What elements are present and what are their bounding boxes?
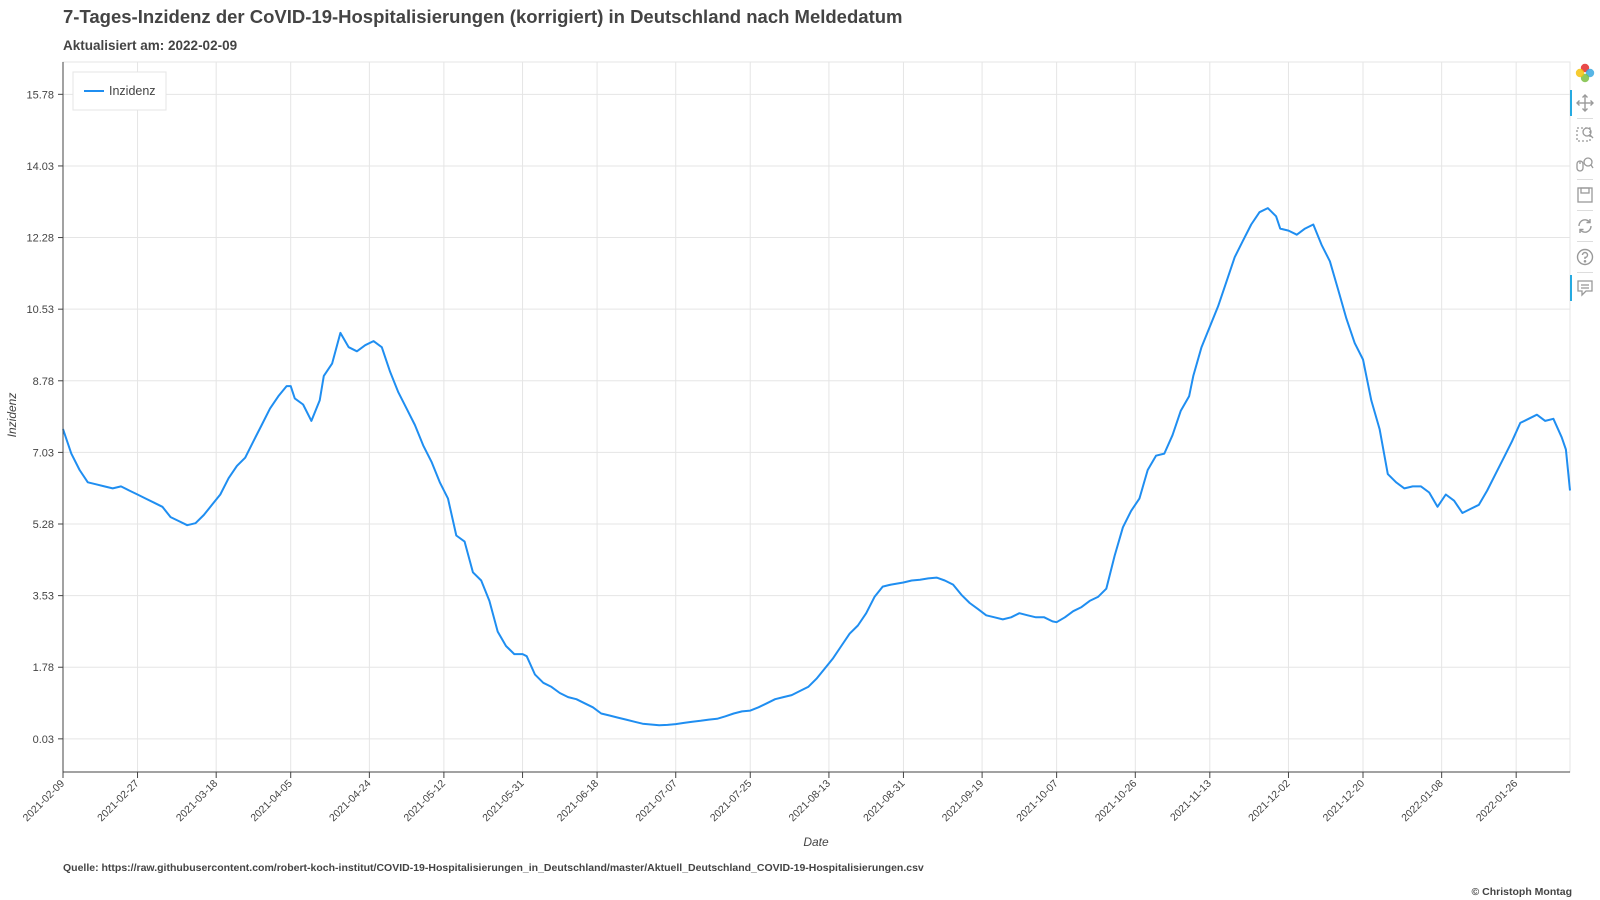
x-tick-label: 2021-02-27 (95, 778, 142, 825)
y-tick-label: 15.78 (26, 89, 54, 101)
reset-icon (1578, 219, 1592, 233)
pan-tool[interactable] (1570, 88, 1600, 118)
x-tick-label: 2021-05-31 (480, 778, 527, 825)
legend[interactable]: Inzidenz (72, 71, 167, 111)
y-tick-label: 12.28 (26, 233, 54, 245)
y-tick-label: 3.53 (33, 591, 54, 603)
bokeh-logo-icon[interactable] (1570, 58, 1600, 88)
series-line-inzidenz (62, 207, 1571, 727)
source-note: Quelle: https://raw.githubusercontent.co… (63, 862, 924, 874)
x-tick-label: 2022-01-26 (1474, 778, 1521, 825)
reset-tool[interactable] (1570, 211, 1600, 241)
x-tick-label: 2021-10-26 (1093, 778, 1140, 825)
copyright: © Christoph Montag (1471, 886, 1572, 898)
plot-frame (62, 61, 1571, 773)
wheel-zoom-tool[interactable] (1570, 149, 1600, 179)
hover-tool[interactable] (1570, 273, 1600, 303)
y-tick-label: 7.03 (33, 447, 54, 459)
x-tick-label: 2021-08-31 (861, 778, 908, 825)
y-tick-label: 0.03 (33, 734, 54, 746)
x-tick-label: 2021-12-20 (1321, 778, 1368, 825)
x-tick-label: 2021-10-07 (1014, 778, 1061, 825)
y-tick-label: 14.03 (26, 161, 54, 173)
x-axis-label: Date (803, 835, 829, 849)
x-tick-label: 2021-03-18 (174, 778, 221, 825)
help-icon (1576, 248, 1594, 266)
y-axis-label: Inzidenz (5, 393, 19, 438)
save-tool[interactable] (1570, 180, 1600, 210)
box-zoom-icon (1576, 127, 1594, 142)
save-icon (1577, 187, 1593, 203)
y-tick-label: 1.78 (33, 662, 54, 674)
hover-icon (1577, 280, 1593, 297)
x-tick-label: 2021-04-24 (327, 778, 374, 825)
box-zoom-tool[interactable] (1570, 119, 1600, 149)
x-tick-label: 2021-07-07 (633, 778, 680, 825)
y-tick-label: 8.78 (33, 376, 54, 388)
x-tick-label: 2021-06-18 (555, 778, 602, 825)
x-tick-label: 2021-08-13 (787, 778, 834, 825)
help-tool[interactable] (1570, 242, 1600, 272)
wheel-zoom-icon (1576, 157, 1594, 172)
y-tick-label: 5.28 (33, 519, 54, 531)
x-tick-label: 2022-01-08 (1399, 778, 1446, 825)
y-tick-label: 10.53 (26, 304, 54, 316)
pan-icon (1576, 94, 1594, 112)
legend-label: Inzidenz (109, 84, 156, 98)
grid (62, 62, 1570, 772)
x-tick-label: 2021-09-19 (940, 778, 987, 825)
x-tick-label: 2021-04-05 (248, 778, 295, 825)
x-tick-label: 2021-11-13 (1168, 778, 1214, 824)
x-tick-label: 2021-05-12 (402, 778, 449, 825)
chart-title: 7-Tages-Inzidenz der CoVID-19-Hospitalis… (63, 6, 903, 27)
chart-subtitle: Aktualisiert am: 2022-02-09 (63, 38, 238, 53)
series-layer (62, 207, 1571, 727)
x-tick-label: 2021-07-25 (708, 778, 755, 825)
x-tick-label: 2021-02-09 (21, 778, 68, 825)
chart-toolbar (1570, 58, 1600, 303)
x-tick-label: 2021-12-02 (1246, 778, 1293, 825)
